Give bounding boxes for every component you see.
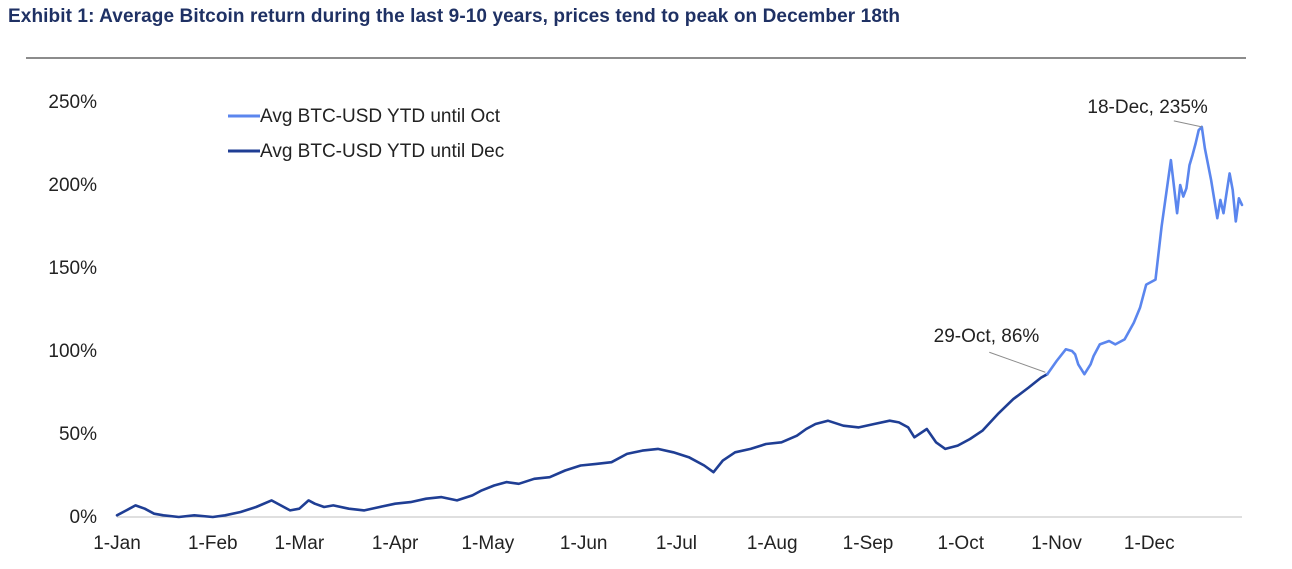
annotation-leader-oct	[989, 351, 1046, 373]
series-layer	[115, 125, 1244, 519]
y-tick-label: 250%	[48, 92, 97, 113]
x-tick-label: 1-Feb	[188, 533, 238, 554]
y-tick-label: 150%	[48, 258, 97, 279]
y-tick-label: 0%	[70, 507, 98, 528]
x-tick-label: 1-Jun	[560, 533, 608, 554]
x-tick-label: 1-Sep	[843, 533, 894, 554]
y-tick-label: 50%	[59, 424, 97, 445]
y-axis-ticks: 0% 50% 100% 150% 200% 250%	[48, 92, 97, 528]
legend: Avg BTC-USD YTD until Oct Avg BTC-USD YTD…	[228, 106, 504, 162]
legend-label-until-dec: Avg BTC-USD YTD until Dec	[260, 141, 504, 162]
annotation-leader-peak	[1173, 120, 1202, 128]
y-tick-label: 200%	[48, 175, 97, 196]
y-tick-label: 100%	[48, 341, 97, 362]
annotation-peak-label: 18-Dec, 235%	[1087, 97, 1208, 118]
x-tick-label: 1-Oct	[938, 533, 985, 554]
x-tick-label: 1-Jul	[656, 533, 697, 554]
series-line-until-dec	[115, 372, 1049, 519]
x-tick-label: 1-May	[461, 533, 514, 554]
x-axis-ticks: 1-Jan 1-Feb 1-Mar 1-Apr 1-May 1-Jun 1-Jul 1-Aug…	[93, 533, 1174, 554]
x-tick-label: 1-Aug	[747, 533, 798, 554]
annotation-layer: 18-Dec, 235% 29-Oct, 86%	[934, 97, 1208, 373]
title-divider	[26, 57, 1246, 59]
x-tick-label: 1-Apr	[372, 533, 419, 554]
chart-title: Exhibit 1: Average Bitcoin return during…	[8, 6, 901, 27]
x-tick-label: 1-Dec	[1124, 533, 1175, 554]
x-tick-label: 1-Nov	[1031, 533, 1082, 554]
legend-label-until-oct: Avg BTC-USD YTD until Oct	[260, 106, 501, 127]
x-tick-label: 1-Jan	[93, 533, 141, 554]
annotation-oct-label: 29-Oct, 86%	[934, 326, 1040, 347]
series-line-until-oct	[1046, 125, 1244, 376]
x-tick-label: 1-Mar	[275, 533, 325, 554]
